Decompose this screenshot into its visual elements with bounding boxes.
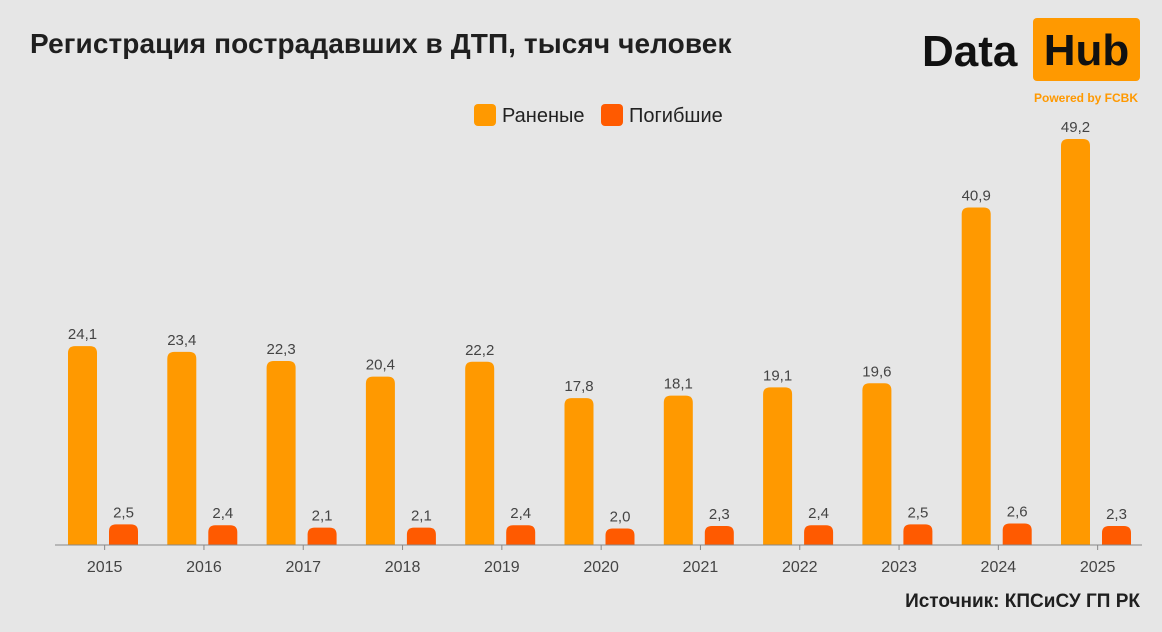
bar-killed-2016 [208, 525, 238, 545]
bar-killed-2024 [1002, 523, 1032, 545]
value-label-killed-2023: 2,5 [907, 504, 928, 521]
datahub-logo: Data Hub Powered by FCBK [922, 18, 1142, 108]
value-label-injured-2022: 19,1 [763, 367, 792, 384]
bar-injured-2015 [68, 346, 97, 545]
bar-killed-2019 [506, 525, 536, 545]
value-label-injured-2016: 23,4 [167, 332, 196, 349]
value-label-injured-2024: 40,9 [962, 187, 991, 204]
value-label-killed-2021: 2,3 [709, 506, 730, 523]
bar-injured-2018 [365, 376, 395, 545]
source-note: Источник: КПСиСУ ГП РК [905, 591, 1140, 612]
x-tick-label-2020: 2020 [583, 559, 619, 576]
value-label-injured-2023: 19,6 [862, 363, 891, 380]
value-label-killed-2015: 2,5 [113, 504, 134, 521]
value-label-killed-2025: 2,3 [1106, 506, 1127, 523]
bar-injured-2019 [465, 361, 495, 545]
value-label-injured-2015: 24,1 [68, 326, 97, 343]
bar-injured-2024 [961, 207, 991, 545]
bar-injured-2016 [167, 351, 197, 545]
bar-killed-2017 [307, 527, 337, 545]
logo-tagline: Powered by FCBK [1033, 91, 1138, 105]
bar-injured-2025 [1061, 139, 1090, 545]
bar-killed-2020 [605, 528, 635, 545]
bar-injured-2020 [564, 398, 594, 545]
legend-label-injured: Раненые [502, 105, 585, 127]
bar-injured-2017 [266, 360, 296, 545]
value-label-killed-2022: 2,4 [808, 505, 829, 522]
value-label-injured-2021: 18,1 [664, 376, 693, 393]
value-label-killed-2024: 2,6 [1007, 504, 1028, 521]
bar-killed-2025 [1102, 526, 1131, 545]
page-title: Регистрация пострадавших в ДТП, тысяч че… [30, 28, 732, 59]
x-tick-label-2022: 2022 [782, 559, 818, 576]
value-label-killed-2018: 2,1 [411, 508, 432, 525]
x-tick-label-2025: 2025 [1080, 559, 1116, 576]
value-label-killed-2016: 2,4 [212, 505, 233, 522]
x-tick-label-2021: 2021 [683, 559, 719, 576]
legend-swatch-killed [601, 104, 623, 126]
legend-swatch-injured [474, 104, 496, 126]
bar-killed-2023 [903, 524, 933, 545]
value-label-injured-2025: 49,2 [1061, 119, 1090, 136]
logo-hub-box: Hub [1033, 18, 1140, 81]
logo-word-hub: Hub [1043, 26, 1130, 75]
value-label-killed-2020: 2,0 [610, 508, 631, 525]
value-label-injured-2018: 20,4 [366, 357, 395, 374]
value-label-injured-2019: 22,2 [465, 342, 494, 359]
x-tick-label-2019: 2019 [484, 559, 520, 576]
logo-word-data: Data [922, 27, 1018, 76]
x-tick-label-2024: 2024 [981, 559, 1017, 576]
bar-injured-2023 [862, 383, 892, 545]
bar-injured-2022 [763, 387, 793, 545]
bar-killed-2021 [704, 526, 734, 545]
x-tick-label-2023: 2023 [881, 559, 917, 576]
x-tick-label-2016: 2016 [186, 559, 222, 576]
bar-injured-2021 [663, 395, 693, 545]
bar-killed-2022 [804, 525, 834, 545]
bar-killed-2015 [109, 524, 138, 545]
chart-legend: Раненые Погибшие [474, 104, 723, 127]
value-label-killed-2019: 2,4 [510, 505, 531, 522]
value-label-injured-2017: 22,3 [266, 341, 295, 358]
x-tick-label-2018: 2018 [385, 559, 421, 576]
legend-label-killed: Погибшие [629, 105, 723, 127]
value-label-killed-2017: 2,1 [312, 508, 333, 525]
x-tick-label-2015: 2015 [87, 559, 123, 576]
x-tick-label-2017: 2017 [285, 559, 321, 576]
bar-killed-2018 [406, 527, 436, 545]
value-label-injured-2020: 17,8 [564, 378, 593, 395]
